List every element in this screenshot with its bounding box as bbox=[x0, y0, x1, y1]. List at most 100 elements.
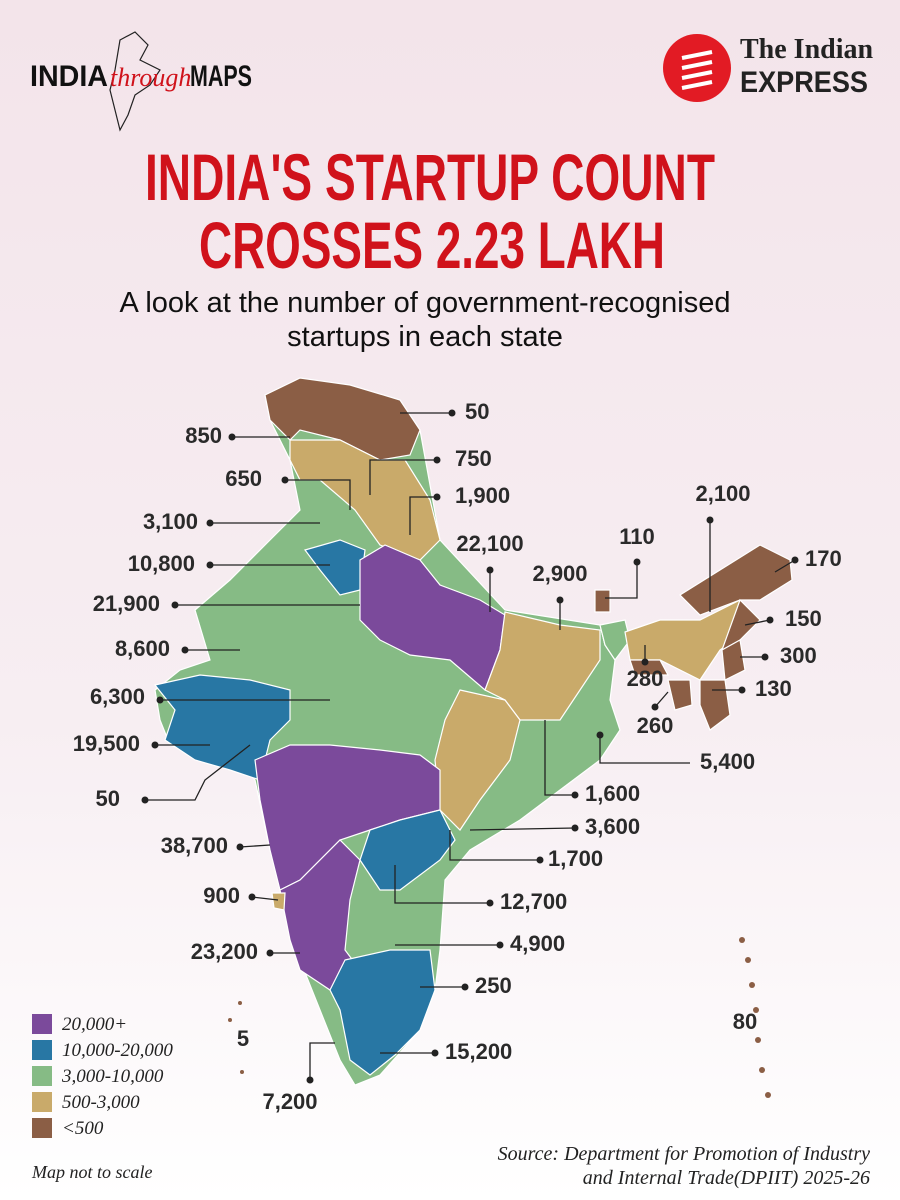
region bbox=[271, 892, 286, 911]
state-count-label: 110 bbox=[619, 524, 655, 549]
leader-dot bbox=[141, 796, 149, 804]
leader-dot bbox=[461, 983, 469, 991]
leader-dot bbox=[171, 601, 179, 609]
region bbox=[359, 809, 456, 891]
leader-dot bbox=[766, 616, 774, 624]
leader-line bbox=[394, 865, 490, 904]
state-count-label: 3,600 bbox=[585, 814, 640, 839]
leader-dot bbox=[651, 703, 659, 711]
legend-swatch bbox=[32, 1066, 52, 1086]
region bbox=[329, 949, 436, 1076]
leader-line bbox=[599, 735, 690, 764]
leader-dot bbox=[738, 686, 746, 694]
leader-dot bbox=[596, 731, 604, 739]
state-count-label: 22,100 bbox=[456, 531, 523, 556]
leader-dot bbox=[706, 516, 714, 524]
state-count-label: 170 bbox=[805, 546, 842, 571]
legend-label: 500-3,000 bbox=[62, 1092, 140, 1113]
islands bbox=[228, 937, 771, 1098]
leader-dot bbox=[248, 893, 256, 901]
state-count-label: 8,600 bbox=[115, 636, 170, 661]
publisher-line1: The Indian bbox=[740, 34, 873, 65]
state-count-label: 38,700 bbox=[161, 833, 228, 858]
india-map bbox=[153, 377, 793, 1098]
leader-line bbox=[309, 1042, 335, 1080]
legend-swatch bbox=[32, 1118, 52, 1138]
region bbox=[679, 544, 793, 616]
leader-dot bbox=[761, 653, 769, 661]
state-count-label: 5,400 bbox=[700, 749, 755, 774]
legend-label: 3,000-10,000 bbox=[61, 1066, 164, 1087]
title-line: INDIA'S STARTUP COUNT bbox=[145, 140, 715, 214]
leader-line bbox=[251, 896, 279, 901]
state-count-label: 7,200 bbox=[262, 1089, 317, 1114]
region bbox=[629, 659, 669, 676]
subtitle-line: startups in each state bbox=[287, 321, 563, 353]
leader-dot bbox=[791, 556, 799, 564]
leader-line bbox=[239, 844, 271, 848]
region bbox=[721, 639, 746, 681]
leader-line bbox=[285, 479, 351, 510]
leader-dot bbox=[433, 493, 441, 501]
state-count-label: 10,800 bbox=[128, 551, 195, 576]
leader-dot bbox=[228, 433, 236, 441]
leader-line bbox=[145, 744, 251, 801]
publisher-logo bbox=[663, 34, 731, 102]
state-count-label: 19,500 bbox=[73, 731, 140, 756]
state-count-label: 850 bbox=[185, 423, 222, 448]
leader-dot bbox=[641, 658, 649, 666]
leader-line bbox=[544, 720, 575, 796]
state-count-label: 80 bbox=[733, 1009, 757, 1034]
leader-dot bbox=[156, 696, 164, 704]
state-count-label: 50 bbox=[96, 786, 120, 811]
leader-dot bbox=[206, 519, 214, 527]
source-line: Source: Department for Promotion of Indu… bbox=[498, 1143, 870, 1165]
leader-dot bbox=[281, 476, 289, 484]
leader-dot bbox=[206, 561, 214, 569]
map-labels: 50 850 750 650 1,900 3,100 22,100 110 2,100 2,900… bbox=[73, 399, 842, 1114]
region bbox=[599, 619, 631, 662]
leader-dot bbox=[571, 824, 579, 832]
brand-middle: through bbox=[110, 63, 191, 92]
leader-line bbox=[605, 562, 638, 599]
leader-dot bbox=[496, 941, 504, 949]
leader-dot bbox=[236, 843, 244, 851]
leader-dot bbox=[536, 856, 544, 864]
region bbox=[484, 611, 601, 721]
legend-swatch bbox=[32, 1040, 52, 1060]
state-count-label: 300 bbox=[780, 643, 817, 668]
legend-swatch bbox=[32, 1092, 52, 1112]
leader-dot bbox=[556, 596, 564, 604]
state-count-label: 3,100 bbox=[143, 509, 198, 534]
leader-dot bbox=[571, 791, 579, 799]
state-count-label: 50 bbox=[465, 399, 489, 424]
state-count-label: 280 bbox=[627, 666, 664, 691]
leader-dot bbox=[486, 899, 494, 907]
region bbox=[594, 589, 611, 613]
publisher-line2: EXPRESS bbox=[740, 66, 868, 99]
region bbox=[434, 689, 521, 831]
state-count-label: 260 bbox=[637, 713, 674, 738]
state-count-label: 250 bbox=[475, 973, 512, 998]
leader-dot bbox=[306, 1076, 314, 1084]
state-count-label: 150 bbox=[785, 606, 822, 631]
state-count-label: 23,200 bbox=[191, 939, 258, 964]
subtitle-line: A look at the number of government-recog… bbox=[120, 287, 731, 319]
legend-label: <500 bbox=[62, 1118, 104, 1139]
source-line: and Internal Trade(DPIIT) 2025-26 bbox=[583, 1167, 870, 1189]
leader-dot bbox=[486, 566, 494, 574]
state-count-label: 1,600 bbox=[585, 781, 640, 806]
state-count-label: 5 bbox=[237, 1026, 249, 1051]
leader-line bbox=[449, 830, 540, 861]
leader-dot bbox=[431, 1049, 439, 1057]
state-count-label: 650 bbox=[225, 466, 262, 491]
state-count-label: 6,300 bbox=[90, 684, 145, 709]
state-count-label: 2,100 bbox=[695, 481, 750, 506]
state-count-label: 130 bbox=[755, 676, 792, 701]
legend-label: 20,000+ bbox=[62, 1014, 127, 1035]
state-count-label: 1,900 bbox=[455, 483, 510, 508]
state-count-label: 900 bbox=[203, 883, 240, 908]
leader-line bbox=[469, 827, 576, 831]
